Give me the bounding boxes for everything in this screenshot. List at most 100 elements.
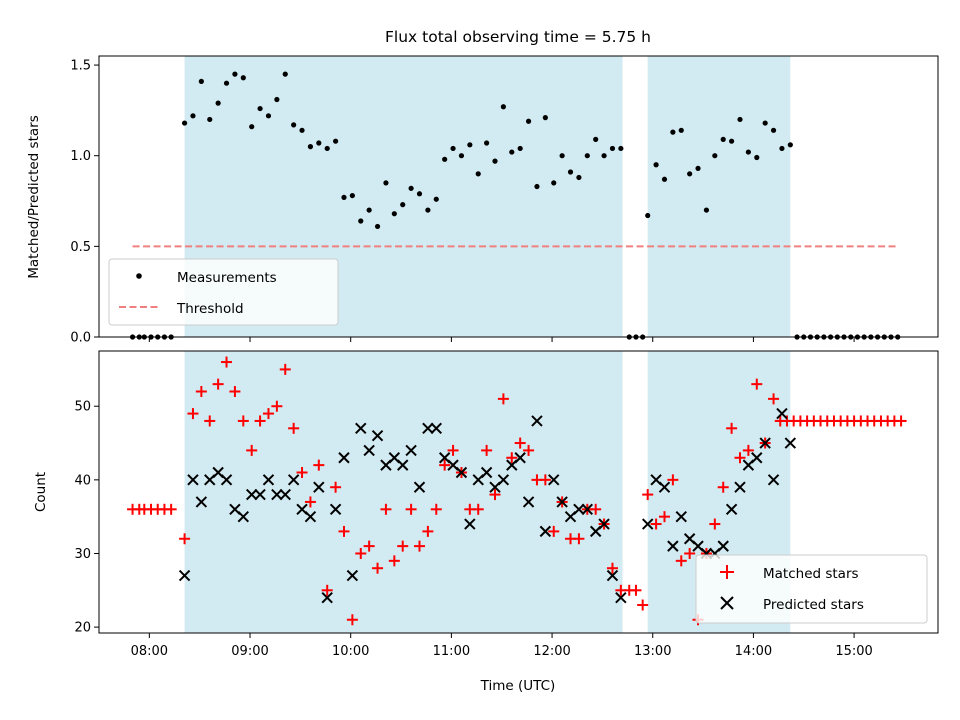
measurement-point [653,162,659,168]
matched-star-point [388,555,400,567]
measurement-point [754,154,760,161]
legend-measurements-marker [136,273,142,279]
measurement-point [645,212,651,219]
predicted-star-point [767,474,780,486]
measurement-point [593,136,599,142]
matched-star-point [481,444,493,456]
legend-threshold-label: Threshold [176,301,244,317]
measurement-point [492,158,498,164]
predicted-star-point [675,510,687,523]
predicted-star-point [776,407,788,420]
measurement-point [240,75,246,81]
predicted-star-point [531,415,543,427]
matched-star-point [296,466,308,478]
matched-star-point [658,511,670,523]
matched-star-point [590,503,602,515]
measurement-point [517,145,523,152]
matched-star-point [212,378,224,390]
x-tick-label: 08:00 [131,644,168,659]
predicted-star-point [338,452,350,464]
measurement-point [391,211,397,217]
measurement-point [274,96,280,103]
matched-star-point [430,503,442,515]
matched-star-point [768,393,780,405]
measurement-point [299,127,305,133]
predicted-star-point [187,474,199,486]
measurement-point [729,138,735,144]
top-axes-frame [98,55,939,338]
x-tick-label: 14:00 [735,644,772,659]
top-panel: 0.0 0.5 1.0 1.5 Flux total observing time =… [26,28,939,346]
measurement-point [584,153,590,159]
matched-star-point [380,503,392,515]
matched-star-point [179,533,191,545]
predicted-star-point [615,591,627,604]
predicted-star-point [405,444,417,457]
predicted-star-point [667,540,679,552]
predicted-star-point [598,518,610,530]
matched-star-point [321,584,333,596]
y-tick-label: 20 [74,621,91,636]
matched-star-point [413,540,425,552]
predicted-star-point [304,510,317,523]
predicted-star-point [363,444,375,457]
matched-star-point [279,363,291,375]
matched-star-point [221,356,233,368]
predicted-star-point [262,474,275,486]
predicted-star-point [480,466,493,479]
y-tick-label: 1.5 [70,59,91,74]
measurement-point [745,149,751,155]
matched-star-point [246,444,258,456]
matched-star-point [397,540,409,552]
matched-star-point [271,400,283,412]
matched-star-point [751,378,763,390]
measurement-point [467,142,473,148]
predicted-star-point [658,481,671,493]
top-y-axis-label: Matched/Predicted stars [26,115,42,278]
predicted-star-point [287,474,300,486]
measurement-point [207,116,213,123]
matched-star-point [229,385,241,397]
measurement-point [374,223,381,230]
measurement-point [687,171,693,177]
measurement-point [670,129,676,135]
x-tick-label: 09:00 [231,644,268,659]
predicted-star-point [514,452,526,464]
bottom-axes-frame [98,350,939,634]
matched-star-point [548,525,560,537]
matched-star-point [422,525,434,537]
matched-star-point [313,459,325,471]
matched-star-point [684,547,696,559]
legend-predicted-marker [720,596,734,610]
matched-star-point [165,503,177,515]
matched-star-point [650,518,662,530]
legend-measurements-label: Measurements [177,270,277,286]
matched-star-point [734,452,746,464]
measurement-point [265,113,272,119]
measurement-point [484,140,490,146]
legend-matched-marker [720,565,734,579]
measurement-point [332,138,339,144]
matched-star-point [717,481,729,493]
measurement-point [720,136,726,142]
matched-star-point [372,562,384,574]
measurement-point [779,145,785,152]
top-y-ticks: 0.0 0.5 1.0 1.5 [70,59,99,346]
measurement-point [223,80,230,86]
matched-star-point [675,555,687,567]
matched-star-point [472,503,484,515]
measurement-point [458,153,465,159]
predicted-star-point [759,437,771,449]
measurement-point [307,144,314,150]
measurement-point [358,218,364,224]
predicted-star-point [734,481,746,493]
measurement-point [416,191,423,197]
x-tick-label: 13:00 [634,644,671,659]
measurement-point [678,127,684,133]
predicted-star-point [725,503,738,516]
measurement-point [475,171,481,177]
measurement-point [366,207,372,213]
predicted-star-point [254,488,266,501]
matched-star-point [709,518,721,530]
